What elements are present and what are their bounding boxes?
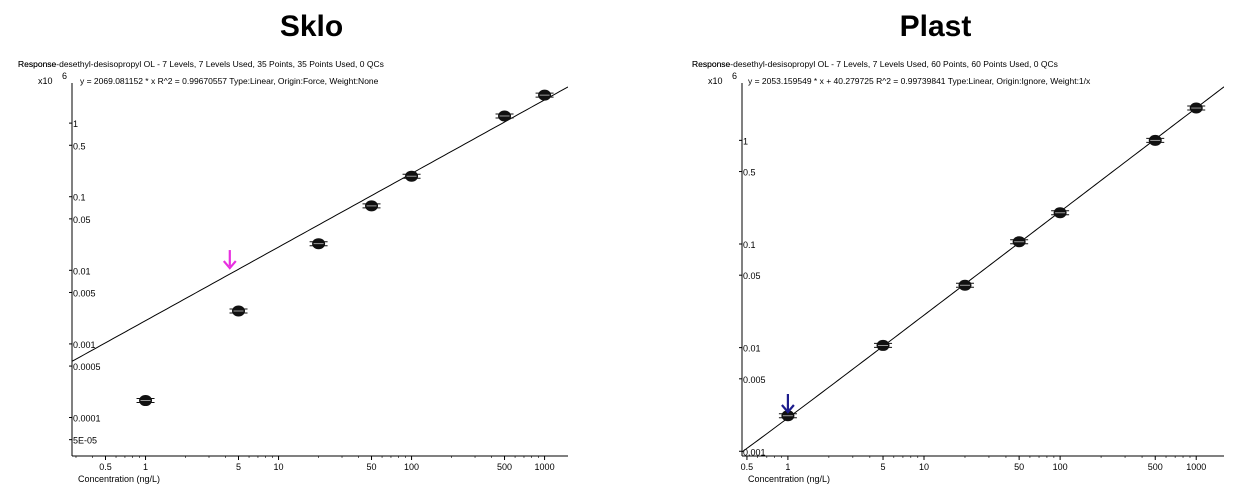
x-tick-label: 0.5	[741, 462, 754, 472]
x-tick-label: 50	[367, 462, 377, 472]
calibration-chart-sklo: Response-desethyl-desisopropyl OL - 7 Le…	[18, 59, 568, 484]
x-tick-label: 1000	[535, 462, 555, 472]
annotation-arrow	[222, 250, 237, 270]
y-tick-label: 0.001	[73, 340, 96, 350]
regression-line	[742, 86, 1224, 453]
x-tick-label: 5	[236, 462, 241, 472]
data-point	[136, 395, 155, 407]
x-tick-label: 100	[404, 462, 419, 472]
x-tick-label: 100	[1053, 462, 1068, 472]
data-point	[1051, 207, 1070, 219]
data-point	[229, 305, 248, 317]
y-tick-label: 0.01	[743, 344, 761, 354]
y-tick-label: 0.1	[73, 193, 86, 203]
y-tick-label: 0.0005	[73, 362, 101, 372]
data-point	[778, 410, 797, 422]
data-point	[1146, 134, 1165, 146]
regression-equation: y = 2053.159549 * x + 40.279725 R^2 = 0.…	[748, 76, 1091, 86]
x-tick-label: 500	[1148, 462, 1163, 472]
y-axis-title: Response	[692, 59, 731, 69]
calibration-chart-plast: Response-desethyl-desisopropyl OL - 7 Le…	[692, 59, 1224, 484]
y-tick-label: 0.5	[743, 168, 756, 178]
x-tick-label: 5	[881, 462, 886, 472]
y-tick-label: 1	[73, 119, 78, 129]
chart-panel-plast: Plast Response-desethyl-desisopropyl OL …	[624, 0, 1247, 500]
y-tick-label: 0.0001	[73, 414, 101, 424]
data-point	[402, 170, 421, 182]
data-point	[362, 200, 381, 212]
annotation-arrow	[781, 394, 795, 414]
x-tick-label: 1	[785, 462, 790, 472]
chart-header: Response-desethyl-desisopropyl OL - 7 Le…	[18, 59, 384, 69]
y-tick-label: 0.01	[73, 266, 91, 276]
regression-equation: y = 2069.081152 * x R^2 = 0.99670557 Typ…	[80, 76, 379, 86]
x-tick-label: 1000	[1186, 462, 1206, 472]
y-axis-title: Response	[18, 59, 57, 69]
y-multiplier-exponent: 6	[62, 71, 67, 81]
x-tick-label: 0.5	[99, 462, 112, 472]
chart-panel-sklo: Sklo Response-desethyl-desisopropyl OL -…	[0, 0, 623, 500]
y-tick-label: 0.1	[743, 240, 756, 250]
data-point	[874, 339, 893, 351]
y-tick-label: 0.05	[73, 215, 91, 225]
data-point	[535, 89, 554, 101]
y-multiplier-exponent: 6	[732, 71, 737, 81]
chart-title: Plast	[899, 10, 972, 43]
x-tick-label: 10	[919, 462, 929, 472]
x-tick-label: 1	[143, 462, 148, 472]
data-point	[309, 238, 328, 250]
y-tick-label: 0.005	[743, 375, 766, 385]
y-multiplier: x10	[38, 76, 53, 86]
x-tick-label: 10	[274, 462, 284, 472]
data-point	[1187, 102, 1206, 114]
y-tick-label: 0.5	[73, 141, 86, 151]
data-point	[955, 279, 974, 291]
y-tick-label: 0.001	[743, 447, 766, 457]
x-axis-title: Concentration (ng/L)	[748, 474, 830, 484]
data-point	[495, 110, 514, 122]
y-tick-label: 1	[743, 136, 748, 146]
chart-title: Sklo	[279, 10, 344, 43]
y-tick-label: 5E-05	[73, 436, 97, 446]
y-tick-label: 0.005	[73, 288, 96, 298]
x-tick-label: 500	[497, 462, 512, 472]
x-tick-label: 50	[1014, 462, 1024, 472]
y-tick-label: 0.05	[743, 271, 761, 281]
data-point	[1010, 236, 1029, 248]
regression-line	[72, 86, 568, 362]
chart-header: Response-desethyl-desisopropyl OL - 7 Le…	[692, 59, 1058, 69]
y-multiplier: x10	[708, 76, 723, 86]
x-axis-title: Concentration (ng/L)	[78, 474, 160, 484]
